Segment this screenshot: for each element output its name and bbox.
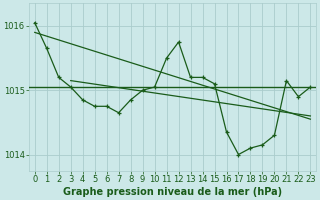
X-axis label: Graphe pression niveau de la mer (hPa): Graphe pression niveau de la mer (hPa) <box>63 187 282 197</box>
